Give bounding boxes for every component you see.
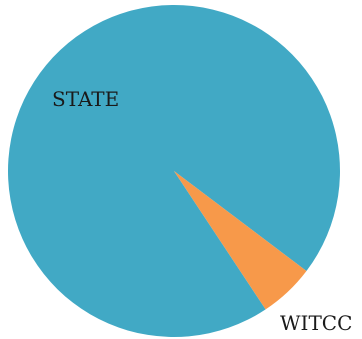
pie-slice-state (7, 5, 340, 338)
slice-label-witcc: WITCC (280, 311, 352, 335)
pie-slice-witcc (174, 171, 307, 310)
slice-label-state: STATE (52, 87, 119, 111)
pie-slices (7, 5, 340, 338)
